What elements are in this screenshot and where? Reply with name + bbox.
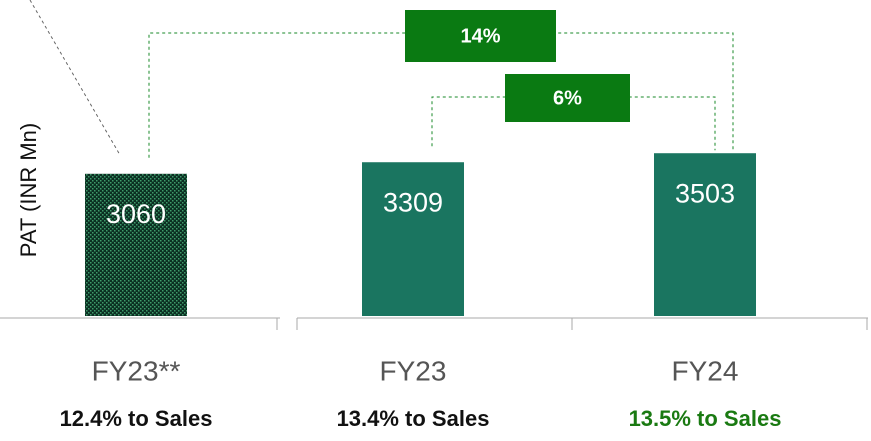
growth-label: 14% [460, 25, 500, 47]
growth-box [405, 10, 556, 62]
value-label: 3309 [383, 187, 443, 217]
y-axis-label: PAT (INR Mn) [16, 123, 41, 257]
value-label: 3060 [106, 199, 166, 229]
x-tick-label: FY24 [672, 355, 739, 386]
bar [362, 162, 464, 316]
growth-box [505, 74, 630, 122]
sales-note: 13.5% to Sales [629, 406, 782, 431]
value-label: 3503 [675, 178, 735, 208]
bar [654, 153, 756, 316]
growth-label: 6% [553, 87, 582, 109]
x-tick-label: FY23 [380, 355, 447, 386]
bar [85, 173, 187, 316]
growth-bracket [431, 96, 716, 151]
leader-line [29, 0, 121, 156]
sales-note: 12.4% to Sales [60, 406, 213, 431]
x-tick-label: FY23** [92, 355, 181, 386]
sales-note: 13.4% to Sales [337, 406, 490, 431]
